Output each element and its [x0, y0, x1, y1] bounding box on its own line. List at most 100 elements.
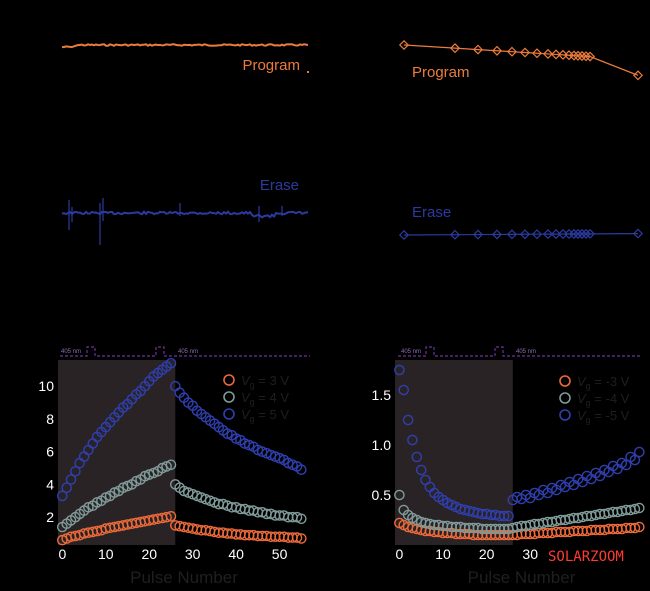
chart-left-x-axis-label: Pulse Number: [130, 568, 238, 587]
diamond-marker: [491, 229, 503, 240]
diamond-marker: [584, 228, 596, 239]
diamond-marker: [550, 49, 562, 60]
data-point: [394, 364, 405, 376]
chart-right: 0 10 20 30 0.5 1.0 1.5 Vg = -3 VVg = -4 VVg =…: [372, 360, 648, 587]
chart-right-x-axis-label: Pulse Number: [468, 568, 576, 587]
legend-entry: Vg = -5 V: [577, 408, 630, 425]
diamond-marker: [568, 50, 580, 61]
data-point: [634, 521, 645, 533]
chart-left-y-ticks: 2 4 6 8 10: [38, 378, 54, 525]
data-point: [61, 482, 72, 494]
top-right-panel: Program Erase: [398, 39, 644, 241]
data-point: [634, 446, 645, 458]
pulse-line: [398, 346, 640, 357]
diamond-marker: [542, 48, 554, 59]
chart-right-y-ticks: 0.5 1.0 1.5: [372, 387, 392, 503]
data-point: [407, 434, 418, 446]
pulse-wavelength-label: 405 nm: [516, 349, 536, 355]
data-point: [629, 503, 641, 515]
legend-entry: Vg = 5 V: [241, 407, 289, 424]
data-point: [83, 501, 94, 513]
data-point: [230, 433, 242, 444]
chart-left-x-ticks: 0 10 20 30 40 50: [58, 546, 287, 562]
program-marker-dot: [307, 71, 309, 73]
y-tick-label: 10: [38, 378, 54, 394]
legend-marker: [559, 409, 571, 421]
chart-left-points: [57, 357, 307, 546]
data-point: [165, 510, 177, 522]
diamond-marker: [576, 50, 588, 62]
chart-right-points: [394, 364, 645, 541]
diamond-marker: [449, 43, 461, 54]
erase-label-left: Erase: [260, 177, 299, 194]
legend-entry: Vg = 3 V: [241, 373, 289, 390]
data-point: [394, 489, 405, 501]
diamond-marker: [580, 51, 592, 62]
data-point: [70, 465, 81, 477]
diamond-marker: [519, 47, 531, 58]
y-tick-label: 0.5: [372, 487, 392, 503]
program-label-right: Program: [412, 64, 470, 81]
legend-marker: [223, 391, 235, 403]
diamond-marker: [491, 45, 503, 56]
legend-marker: [559, 375, 571, 387]
chart-right-legend: Vg = -3 VVg = -4 VVg = -5 V: [559, 374, 630, 425]
legend-entry: Vg = -4 V: [577, 391, 630, 408]
data-point: [57, 490, 68, 502]
data-point: [65, 474, 77, 485]
pulse-indicator-right: 405 nm 405 nm: [398, 346, 640, 357]
x-tick-label: 20: [479, 546, 495, 562]
diamond-marker: [568, 228, 580, 240]
diamond-marker: [580, 228, 592, 239]
data-point: [629, 454, 641, 466]
data-point: [287, 459, 298, 471]
y-tick-label: 2: [46, 509, 54, 525]
diamond-marker: [632, 70, 644, 81]
legend-entry: Vg = -3 V: [577, 374, 630, 391]
program-label-left: Program: [242, 57, 300, 74]
diamond-marker: [398, 229, 410, 241]
diamond-marker: [531, 48, 543, 59]
pulse-wavelength-label: 405 nm: [401, 349, 421, 355]
x-tick-label: 10: [435, 546, 451, 562]
y-tick-label: 1.0: [372, 437, 392, 453]
diamond-marker: [449, 229, 461, 240]
diamond-marker: [472, 229, 484, 240]
x-tick-label: 30: [522, 546, 538, 562]
y-tick-label: 1.5: [372, 387, 392, 403]
data-point: [415, 464, 427, 476]
chart-right-x-ticks: 0 10 20 30: [395, 546, 538, 562]
data-point: [295, 513, 307, 525]
series-line: [403, 233, 639, 236]
data-point: [498, 510, 510, 522]
diamond-marker: [531, 229, 543, 240]
data-point: [402, 414, 414, 426]
data-point: [291, 532, 303, 543]
data-point: [161, 461, 172, 472]
diamond-marker: [398, 39, 410, 51]
watermark: SOLARZOOM: [548, 549, 624, 565]
diamond-marker: [576, 228, 588, 239]
data-point: [222, 428, 233, 440]
pulse-line: [60, 346, 310, 357]
legend-marker: [223, 408, 235, 420]
erase-trace-spikes: [68, 198, 283, 245]
x-tick-label: 40: [228, 546, 244, 562]
data-point: [634, 502, 645, 514]
program-diamond-series: [398, 39, 644, 81]
pulse-wavelength-label: 405 nm: [61, 349, 81, 355]
x-tick-label: 0: [395, 546, 403, 562]
data-point: [161, 511, 172, 523]
data-point: [620, 459, 632, 471]
diamond-marker: [572, 50, 584, 61]
x-tick-label: 10: [98, 546, 114, 562]
x-tick-label: 50: [272, 546, 288, 562]
data-point: [295, 464, 307, 476]
legend-entry: Vg = 4 V: [241, 390, 289, 407]
diamond-marker: [506, 229, 518, 240]
y-tick-label: 8: [46, 411, 54, 427]
diamond-marker: [584, 51, 596, 62]
diamond-marker: [572, 228, 584, 240]
x-tick-label: 0: [58, 546, 66, 562]
